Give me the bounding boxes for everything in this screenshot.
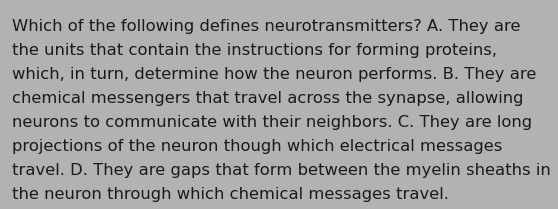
Text: neurons to communicate with their neighbors. C. They are long: neurons to communicate with their neighb…	[12, 115, 532, 130]
Text: Which of the following defines neurotransmitters? A. They are: Which of the following defines neurotran…	[12, 19, 521, 34]
Text: projections of the neuron though which electrical messages: projections of the neuron though which e…	[12, 139, 503, 154]
Text: travel. D. They are gaps that form between the myelin sheaths in: travel. D. They are gaps that form betwe…	[12, 163, 551, 178]
Text: the units that contain the instructions for forming proteins,: the units that contain the instructions …	[12, 43, 497, 58]
Text: chemical messengers that travel across the synapse, allowing: chemical messengers that travel across t…	[12, 91, 524, 106]
Text: the neuron through which chemical messages travel.: the neuron through which chemical messag…	[12, 187, 449, 202]
Text: which, in turn, determine how the neuron performs. B. They are: which, in turn, determine how the neuron…	[12, 67, 537, 82]
